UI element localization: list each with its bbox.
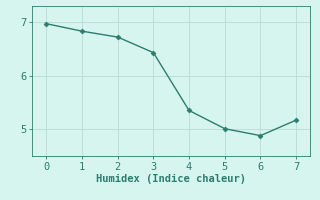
X-axis label: Humidex (Indice chaleur): Humidex (Indice chaleur)	[96, 174, 246, 184]
